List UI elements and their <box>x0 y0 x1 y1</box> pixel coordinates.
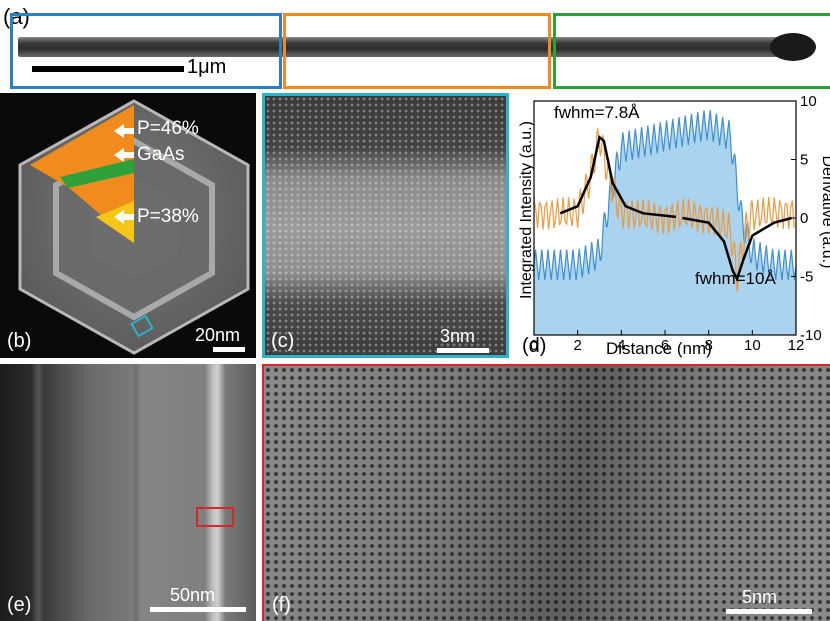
panel-a: (a) 1μm <box>0 0 830 92</box>
intensity-area <box>534 110 796 335</box>
y2-tick-label-10: 10 <box>800 93 817 110</box>
scale-bar-e <box>150 607 246 612</box>
x-tick-label-8: 8 <box>704 337 712 354</box>
y2-axis-label: Derivative (a.u.) <box>819 155 830 269</box>
scale-label-b: 20nm <box>195 325 241 345</box>
annotation-p38: P=38% <box>137 206 199 227</box>
scale-label-e: 50nm <box>170 585 216 605</box>
annotation-fwhm-2: fwhm=10Å <box>695 269 776 288</box>
annotation-p46: P=46% <box>137 118 199 139</box>
nanowire-tip <box>770 33 816 61</box>
x-tick-label-10: 10 <box>744 337 761 354</box>
x-tick-label-2: 2 <box>573 337 581 354</box>
x-tick-label-6: 6 <box>661 337 669 354</box>
y2-tick-label--10: -10 <box>800 327 822 344</box>
y-axis-label: Integrated Intensity (a.u.) <box>518 121 535 299</box>
fit-curve-peak-2 <box>682 216 792 283</box>
panel-e: (e) 50nm <box>0 364 256 621</box>
arrow-gaas <box>114 148 134 162</box>
y2-tick-label-0: 0 <box>800 210 808 227</box>
arrow-p46 <box>114 124 134 138</box>
x-axis-label: Distance (nm) <box>606 339 712 358</box>
panel-d-chart: 0 2 4 6 8 10 12 10 5 0 -5 -10 <box>530 93 822 354</box>
arrow-p38 <box>114 210 134 224</box>
panel-c: (c) 3nm <box>262 93 509 358</box>
fit-curve-peak-1 <box>559 135 677 219</box>
panel-e-label: (e) <box>7 594 32 616</box>
nanowire-image <box>18 37 808 57</box>
region-box-green <box>553 13 830 89</box>
annotation-fwhm-1: fwhm=7.8Å <box>554 103 640 122</box>
scale-bar-f <box>726 609 812 614</box>
red-roi-marker <box>196 507 234 527</box>
scale-bar-a <box>32 66 184 72</box>
y2-tick-label--5: -5 <box>800 269 813 286</box>
panel-d-label: (d) <box>522 335 547 357</box>
panel-a-label: (a) <box>3 4 30 29</box>
hexagon-cross-section <box>18 99 250 355</box>
region-box-orange <box>283 13 551 89</box>
panel-f-label: (f) <box>272 594 291 616</box>
panel-c-label: (c) <box>271 330 295 352</box>
scale-bar-c <box>437 348 489 353</box>
green-region-overlay <box>60 159 134 188</box>
x-tick-label-12: 12 <box>788 337 805 354</box>
x-tick-label-0: 0 <box>530 337 538 354</box>
scale-bar-b <box>213 347 245 352</box>
panel-f: (f) 5nm <box>262 364 830 621</box>
cyan-roi-marker <box>130 314 154 338</box>
panel-d: 0 2 4 6 8 10 12 10 5 0 -5 -10 (d) Distance (nm) Int… <box>510 93 830 358</box>
scale-label-c: 3nm <box>440 326 476 346</box>
yellow-region-overlay <box>96 201 134 243</box>
annotation-gaas: GaAs <box>137 144 185 165</box>
panel-b-label: (b) <box>7 330 32 352</box>
x-tick-label-4: 4 <box>617 337 625 354</box>
scale-label-a: 1μm <box>187 56 227 78</box>
region-box-blue <box>10 13 282 89</box>
scale-label-f: 5nm <box>742 587 778 607</box>
panel-b: P=46% GaAs P=38% (b) 20nm <box>0 93 256 358</box>
y2-tick-label-5: 5 <box>800 152 808 169</box>
